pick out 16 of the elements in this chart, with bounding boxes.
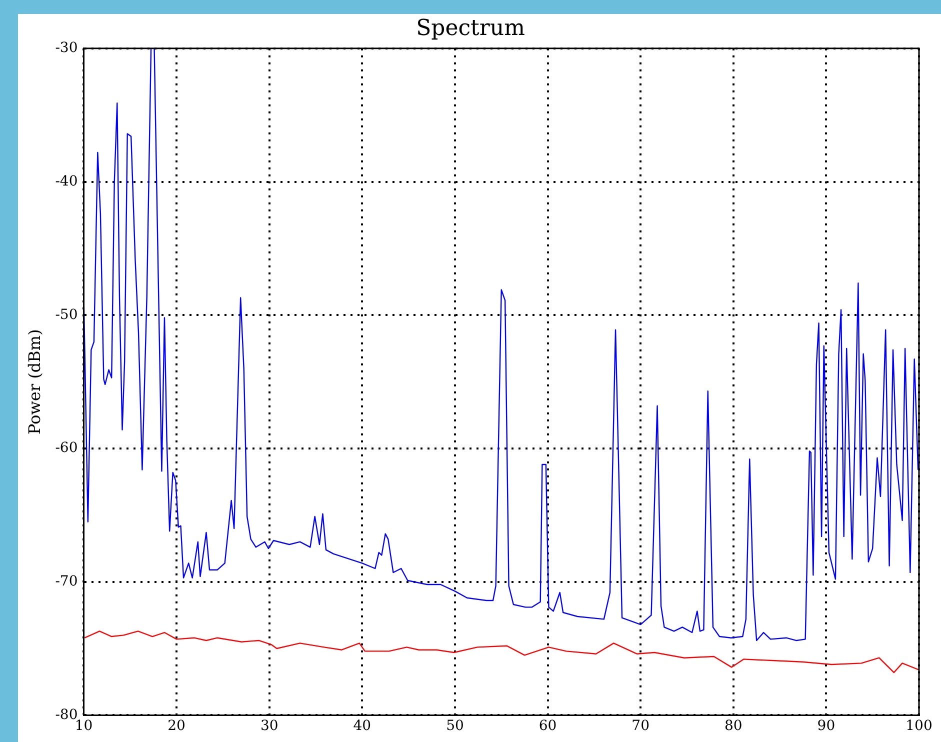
chart-title: Spectrum [416, 16, 526, 41]
x-tick-label: 70 [632, 718, 650, 734]
x-tick-label: 90 [817, 718, 836, 734]
y-axis-title: Power (dBm) [24, 329, 44, 434]
x-tick-label: 60 [538, 718, 557, 734]
x-tick-label: 100 [906, 718, 932, 734]
y-tick-label: -50 [55, 306, 78, 323]
x-tick-label: 40 [353, 718, 372, 734]
y-tick-label: -70 [55, 573, 78, 590]
x-tick-label: 20 [168, 718, 186, 734]
x-tick-label: 50 [446, 718, 464, 734]
y-tick-label: -60 [55, 440, 78, 456]
y-tick-label: -40 [55, 173, 78, 190]
x-tick-label: 30 [260, 718, 278, 734]
y-tick-label: -30 [55, 40, 78, 56]
x-tick-label: 80 [724, 718, 742, 734]
